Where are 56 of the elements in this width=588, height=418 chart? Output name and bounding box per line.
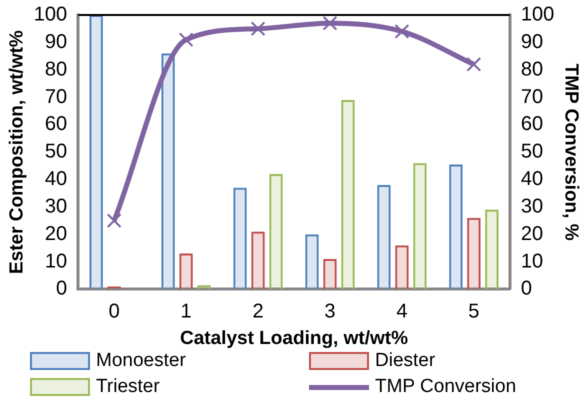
legend-label: Diester (375, 350, 436, 372)
point (394, 24, 410, 39)
bar (467, 218, 481, 290)
y2-tick-label: 0 (520, 278, 532, 300)
bar (179, 254, 193, 290)
y2-tick-label: 20 (520, 222, 544, 245)
y-tick-label: 60 (44, 113, 68, 136)
y2-tick-label: 10 (520, 250, 544, 272)
bar (449, 164, 463, 290)
y2-tick-label: 70 (520, 86, 544, 108)
y-tick-label: 80 (44, 58, 68, 80)
bar (485, 210, 499, 290)
y-axis-title: Ester Composition, wt/wt% (6, 30, 28, 274)
y2-tick-label: 60 (520, 113, 544, 136)
y-tick-label: 40 (44, 168, 68, 190)
y-tick-label: 50 (44, 140, 68, 163)
bar (305, 234, 319, 290)
y-tick-label: 100 (34, 4, 68, 26)
x-tick-label: 4 (396, 300, 408, 323)
bar (323, 259, 337, 290)
point (106, 213, 122, 228)
y-tick-label: 70 (44, 86, 68, 108)
point (250, 21, 266, 36)
point (322, 16, 338, 31)
legend-label: Triester (96, 376, 160, 398)
y-tick-label: 0 (56, 278, 68, 300)
bar (395, 245, 409, 290)
point (178, 32, 194, 48)
y2-tick-label: 90 (520, 30, 544, 53)
x-axis-title: Catalyst Loading, wt/wt% (180, 328, 408, 349)
bar (197, 285, 211, 290)
y-tick-label: 30 (44, 195, 68, 218)
bar (269, 174, 283, 290)
bar (413, 163, 427, 290)
x-tick-label: 1 (180, 300, 192, 323)
legend-label: TMP Conversion (375, 376, 516, 398)
bar (89, 15, 103, 290)
y-tick-label: 10 (44, 250, 68, 272)
y-tick-label: 20 (44, 222, 68, 245)
bar (251, 232, 265, 290)
bar (377, 185, 391, 290)
x-tick-label: 0 (108, 300, 120, 323)
y2-tick-label: 30 (520, 195, 544, 218)
y-tick-label: 90 (44, 30, 68, 53)
point (466, 56, 482, 72)
bar (233, 188, 247, 290)
bar (341, 100, 355, 290)
y2-tick-label: 100 (520, 4, 554, 26)
x-tick-label: 3 (324, 300, 336, 323)
y2-tick-label: 50 (520, 140, 544, 163)
x-tick-label: 5 (468, 300, 480, 323)
x-tick-label: 2 (252, 300, 264, 323)
y2-tick-label: 80 (520, 58, 544, 80)
y2-tick-label: 40 (520, 168, 544, 190)
y2-axis-title: TMP Conversion, % (560, 64, 582, 241)
legend-label: Monoester (96, 350, 186, 372)
